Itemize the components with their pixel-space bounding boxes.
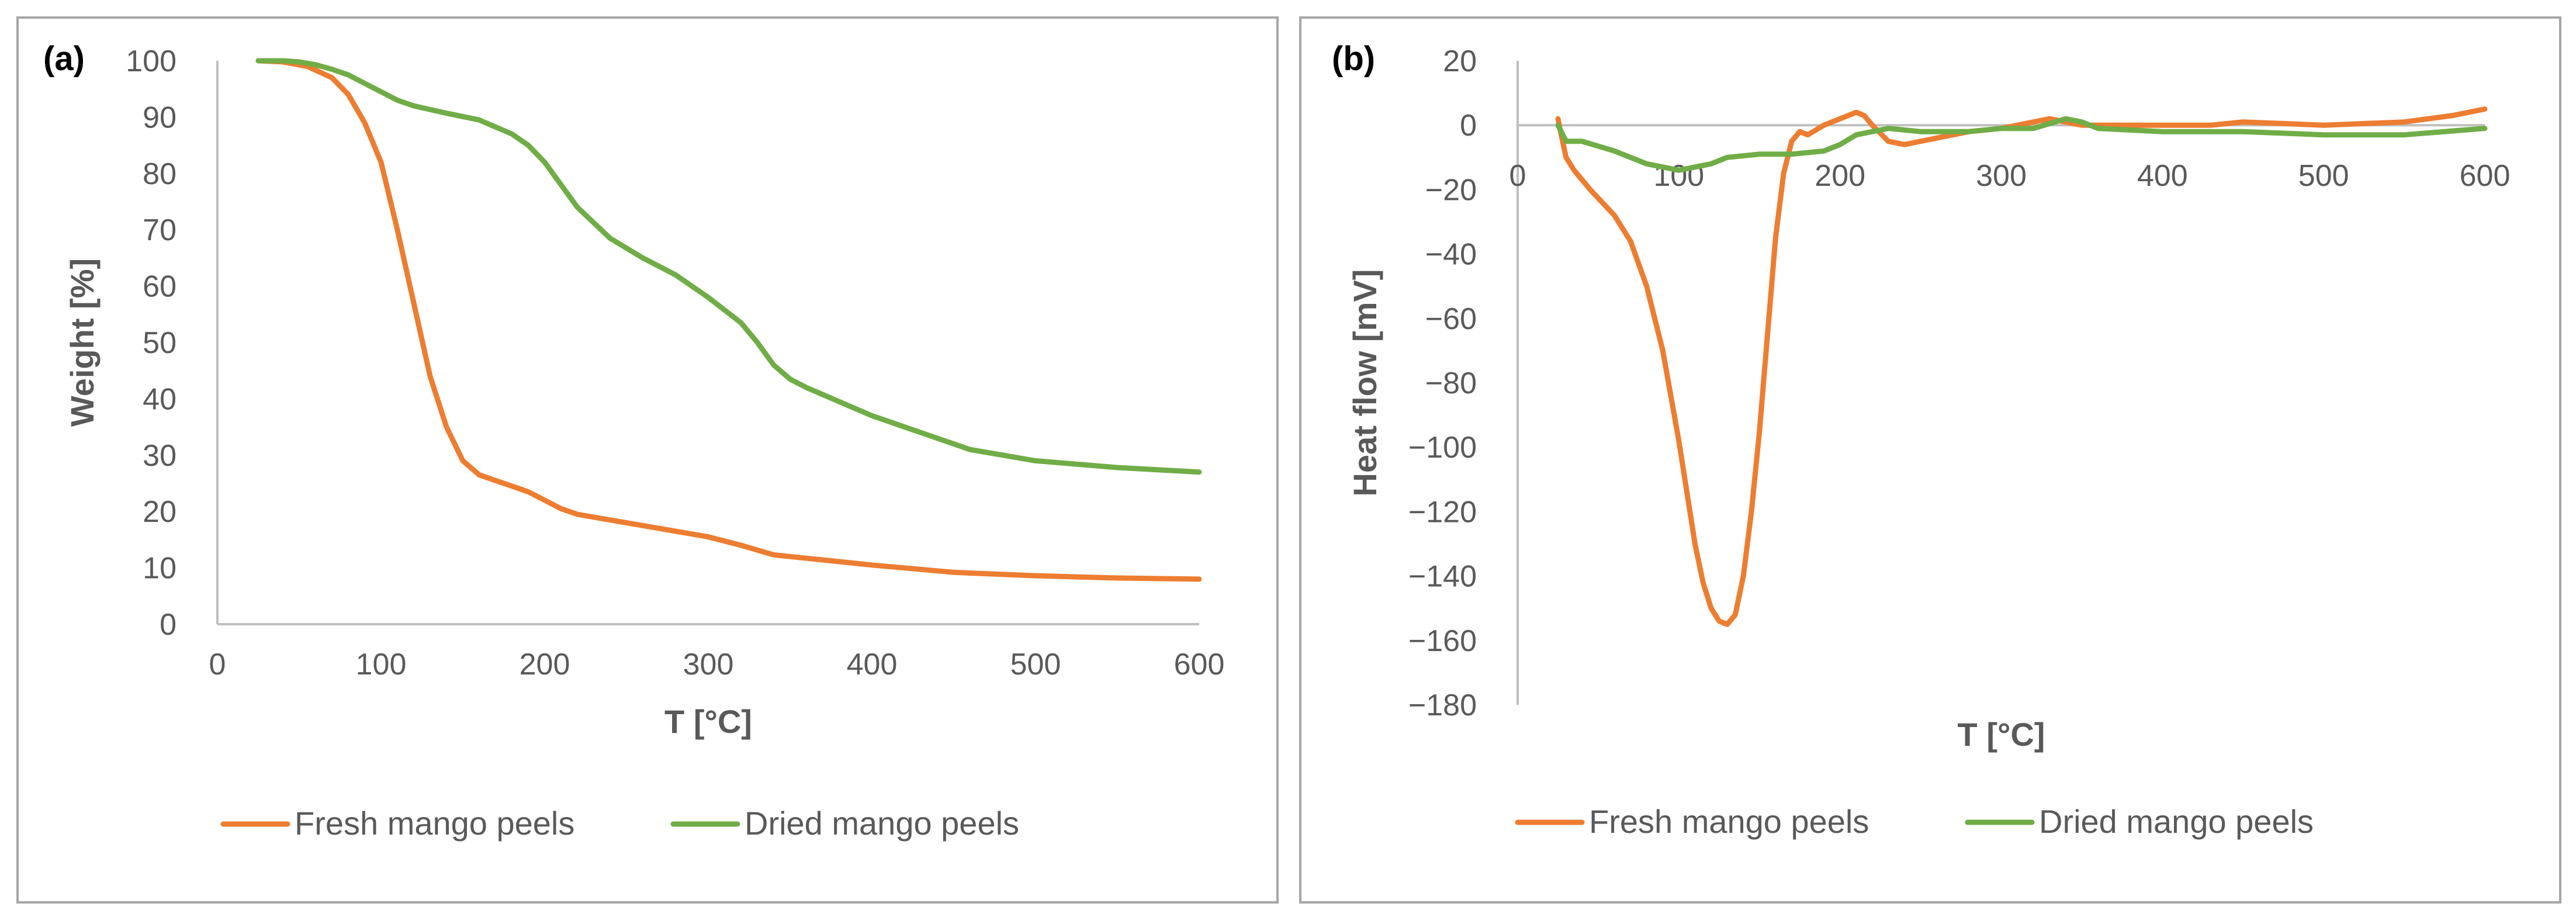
x-tick-label-b: 0 [1509, 159, 1526, 193]
panel-label-b: (b) [1332, 40, 1375, 78]
y-tick-label-a: 0 [160, 608, 176, 642]
x-axis-title-b: T [°C] [1958, 716, 2045, 753]
x-axis-title-a: T [°C] [664, 703, 752, 740]
legend-label-fresh-b: Fresh mango peels [1589, 803, 1869, 840]
weight-chart: (a) 0 10 20 30 40 50 60 70 80 90 100 0 100 200 300 400 50… [43, 40, 1225, 842]
series-line-dried-a [255, 58, 1202, 475]
y-tick-label-a: 30 [143, 439, 176, 473]
x-tick-label-b: 400 [2137, 159, 2188, 193]
y-tick-label-b: 0 [1460, 109, 1477, 143]
y-tick-label-b: 20 [1443, 44, 1477, 78]
y-tick-label-b: −140 [1408, 560, 1477, 594]
chart-panel-b: (b) 20 0 −20 −40 −60 −80 −100 −120 −140 −160 −180 0 1… [1299, 16, 2561, 904]
y-tick-label-b: −100 [1408, 431, 1477, 465]
series-line-fresh-b [1555, 106, 2488, 627]
y-tick-label-b: −60 [1425, 302, 1477, 336]
y-tick-label-b: −180 [1408, 688, 1477, 722]
x-tick-label-a: 500 [1010, 648, 1061, 681]
x-tick-label-b: 600 [2460, 159, 2511, 193]
y-tick-label-a: 50 [143, 326, 176, 360]
x-tick-label-b: 300 [1976, 159, 2027, 193]
x-tick-label-b: 200 [1815, 159, 1865, 193]
y-axis-title-a: Weight [%] [64, 258, 101, 427]
x-tick-label-a: 400 [847, 648, 898, 681]
y-tick-label-a: 80 [143, 157, 176, 191]
y-tick-label-b: −160 [1408, 624, 1477, 658]
x-tick-label-a: 600 [1174, 648, 1225, 681]
panel-label-a: (a) [43, 40, 85, 78]
y-tick-label-b: −120 [1408, 495, 1477, 529]
y-tick-label-a: 70 [143, 213, 176, 247]
legend-label-dried-b: Dried mango peels [2039, 803, 2314, 840]
x-tick-label-a: 0 [209, 648, 226, 681]
legend-label-dried-a: Dried mango peels [745, 805, 1019, 842]
y-tick-label-b: −20 [1425, 173, 1477, 207]
y-tick-label-a: 20 [143, 495, 176, 529]
chart-panel-a: (a) 0 10 20 30 40 50 60 70 80 90 100 0 100 200 300 400 50… [16, 16, 1279, 904]
y-tick-label-a: 100 [126, 44, 176, 78]
x-tick-label-a: 200 [520, 648, 570, 681]
x-tick-label-a: 100 [356, 648, 407, 681]
series-line-fresh-a [255, 58, 1202, 582]
y-tick-label-a: 90 [143, 101, 176, 134]
y-tick-label-a: 10 [143, 552, 176, 586]
y-axis-title-b: Heat flow [mV] [1346, 269, 1383, 497]
x-tick-label-a: 300 [683, 648, 734, 681]
y-tick-label-b: −80 [1425, 366, 1477, 400]
y-tick-label-a: 60 [143, 270, 176, 304]
y-tick-label-b: −40 [1425, 238, 1477, 272]
y-tick-label-a: 40 [143, 382, 176, 416]
series-line-dried-b [1555, 116, 2488, 173]
x-tick-label-b: 500 [2298, 159, 2349, 193]
legend-label-fresh-a: Fresh mango peels [295, 805, 574, 842]
